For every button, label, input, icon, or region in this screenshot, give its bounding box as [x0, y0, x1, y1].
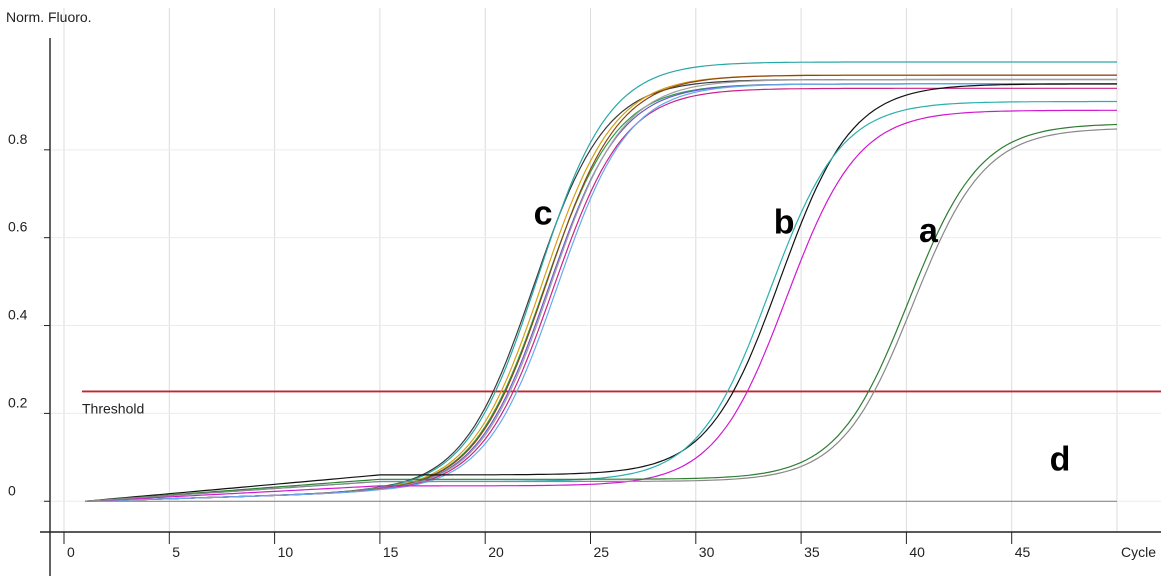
y-axis-title: Norm. Fluoro. [6, 9, 92, 25]
series-lines [85, 61, 1118, 502]
x-tick-label: 35 [804, 544, 820, 560]
x-axis-title: Cycle [1121, 544, 1156, 560]
x-tick-label: 30 [699, 544, 715, 560]
group-label-c: c [534, 195, 553, 233]
tick-labels: 0 5 10 15 20 25 30 35 40 45 0 0.2 0.4 0.6 0.8 [8, 131, 1030, 560]
y-tick-label: 0.8 [8, 131, 28, 147]
y-tick-label: 0.6 [8, 219, 28, 235]
series-line-b [85, 83, 1117, 502]
group-labels: c b a d [534, 195, 1071, 479]
x-tick-label: 0 [67, 544, 75, 560]
group-label-b: b [774, 203, 795, 241]
x-tick-label: 40 [909, 544, 925, 560]
series-line-c [85, 83, 1117, 502]
x-tick-label: 45 [1015, 544, 1031, 560]
threshold-group: Threshold [82, 390, 1161, 416]
x-tick-label: 25 [594, 544, 610, 560]
x-tick-label: 15 [383, 544, 399, 560]
axes [40, 38, 1161, 576]
x-tick-label: 10 [278, 544, 294, 560]
y-tick-label: 0.4 [8, 307, 28, 323]
group-label-d: d [1050, 441, 1071, 479]
series-line-a [85, 128, 1118, 502]
threshold-label: Threshold [82, 400, 144, 416]
group-label-a: a [919, 212, 939, 250]
y-tick-label: 0 [8, 482, 16, 498]
x-tick-label: 20 [488, 544, 504, 560]
series-line-a [85, 123, 1118, 502]
x-tick-label: 5 [172, 544, 180, 560]
series-line-b [85, 109, 1117, 502]
y-tick-label: 0.2 [8, 394, 28, 410]
